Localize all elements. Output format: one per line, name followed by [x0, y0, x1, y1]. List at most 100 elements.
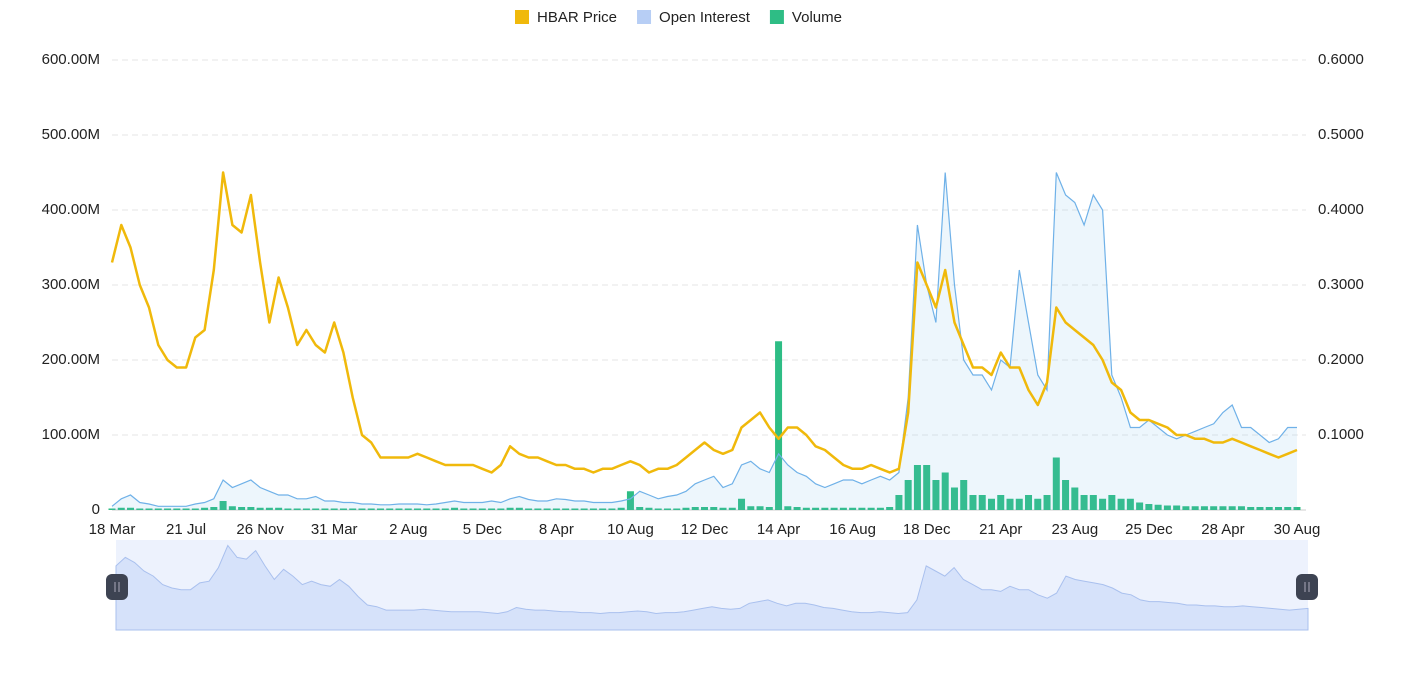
volume-bar [784, 506, 792, 510]
volume-bar [858, 507, 866, 510]
volume-bar [1237, 506, 1245, 510]
navigator-handle[interactable] [1296, 574, 1318, 600]
volume-bar [451, 507, 459, 510]
volume-bar [1062, 480, 1070, 510]
volume-bar [1052, 457, 1060, 510]
volume-bar [719, 507, 727, 510]
volume-bar [506, 507, 514, 510]
volume-bar [923, 465, 931, 510]
volume-bar [793, 507, 801, 510]
volume-bar [599, 508, 607, 510]
volume-bar [775, 341, 783, 510]
y-tick-label: 100.00M [42, 426, 100, 443]
volume-bar [1173, 505, 1181, 510]
volume-bar [219, 501, 227, 510]
volume-bar [765, 507, 773, 510]
x-tick-label: 18 Dec [903, 521, 951, 538]
volume-bar [145, 508, 153, 510]
volume-bar [349, 508, 357, 510]
y-tick-label: 0 [92, 501, 100, 518]
volume-bar [293, 508, 301, 510]
volume-bar [987, 498, 995, 510]
volume-bar [534, 508, 542, 510]
volume-bar [1043, 495, 1051, 510]
handle-body [1296, 574, 1318, 600]
x-tick-label: 21 Apr [979, 521, 1022, 538]
x-tick-label: 14 Apr [757, 521, 800, 538]
volume-bar [1210, 506, 1218, 510]
volume-bar [358, 508, 366, 510]
volume-bar [932, 480, 940, 510]
volume-bar [247, 507, 255, 510]
price-line [110, 171, 1298, 474]
volume-bar [376, 508, 384, 510]
volume-bar [682, 507, 690, 510]
x-tick-label: 8 Apr [539, 521, 574, 538]
x-tick-label: 28 Apr [1201, 521, 1244, 538]
volume-bar [182, 508, 190, 510]
volume-bar [1025, 495, 1033, 510]
volume-bar [895, 495, 903, 510]
y-tick-label: 500.00M [42, 126, 100, 143]
navigator-handle[interactable] [106, 574, 128, 600]
volume-bar [154, 508, 162, 510]
volume-bar [386, 508, 394, 510]
volume-bar [839, 507, 847, 510]
volume-bar [339, 508, 347, 510]
volume-bar [1154, 504, 1162, 510]
volume-bar [950, 487, 958, 510]
x-tick-label: 16 Aug [829, 521, 876, 538]
volume-bar [571, 508, 579, 510]
volume-bar [1145, 504, 1153, 510]
volume-bar [1293, 507, 1301, 510]
y2-tick-label: 0.1000 [1318, 426, 1364, 443]
volume-bar [960, 480, 968, 510]
volume-bar [515, 507, 523, 510]
open-interest-line [111, 172, 1297, 507]
volume-bar [321, 508, 329, 510]
volume-bar [330, 508, 338, 510]
volume-bar [1274, 507, 1282, 510]
x-tick-label: 23 Aug [1051, 521, 1098, 538]
volume-bar [423, 508, 431, 510]
volume-bar [191, 508, 199, 510]
volume-bar [1117, 498, 1125, 510]
legend-swatch [637, 10, 652, 24]
volume-bar [1284, 507, 1292, 510]
volume-bar [173, 508, 181, 510]
volume-bar [812, 507, 820, 510]
legend-label: Open Interest [659, 9, 751, 26]
volume-bar [608, 508, 616, 510]
volume-bar [886, 507, 894, 510]
volume-bar [312, 508, 320, 510]
volume-bar [1015, 498, 1023, 510]
volume-bar [525, 508, 533, 510]
volume-bar [1126, 498, 1134, 510]
volume-bar [367, 508, 375, 510]
x-tick-label: 30 Aug [1274, 521, 1321, 538]
volume-bar [978, 495, 986, 510]
volume-bar [552, 508, 560, 510]
x-tick-label: 2 Aug [389, 521, 427, 538]
volume-bar [830, 507, 838, 510]
y-tick-label: 600.00M [42, 51, 100, 68]
volume-bar [1265, 507, 1273, 510]
volume-bar [1089, 495, 1097, 510]
x-tick-label: 12 Dec [681, 521, 729, 538]
volume-bar [728, 507, 736, 510]
volume-bar [747, 506, 755, 510]
volume-bar [654, 508, 662, 510]
volume-bar [1219, 506, 1227, 510]
volume-bar [432, 508, 440, 510]
volume-bar [414, 508, 422, 510]
volume-bar [210, 507, 218, 510]
volume-bar [562, 508, 570, 510]
volume-bar [238, 507, 246, 510]
volume-bar [849, 507, 857, 510]
volume-bar [460, 508, 468, 510]
volume-bar [302, 508, 310, 510]
volume-bar [1256, 507, 1264, 510]
volume-bar [1080, 495, 1088, 510]
volume-bar [164, 508, 172, 510]
